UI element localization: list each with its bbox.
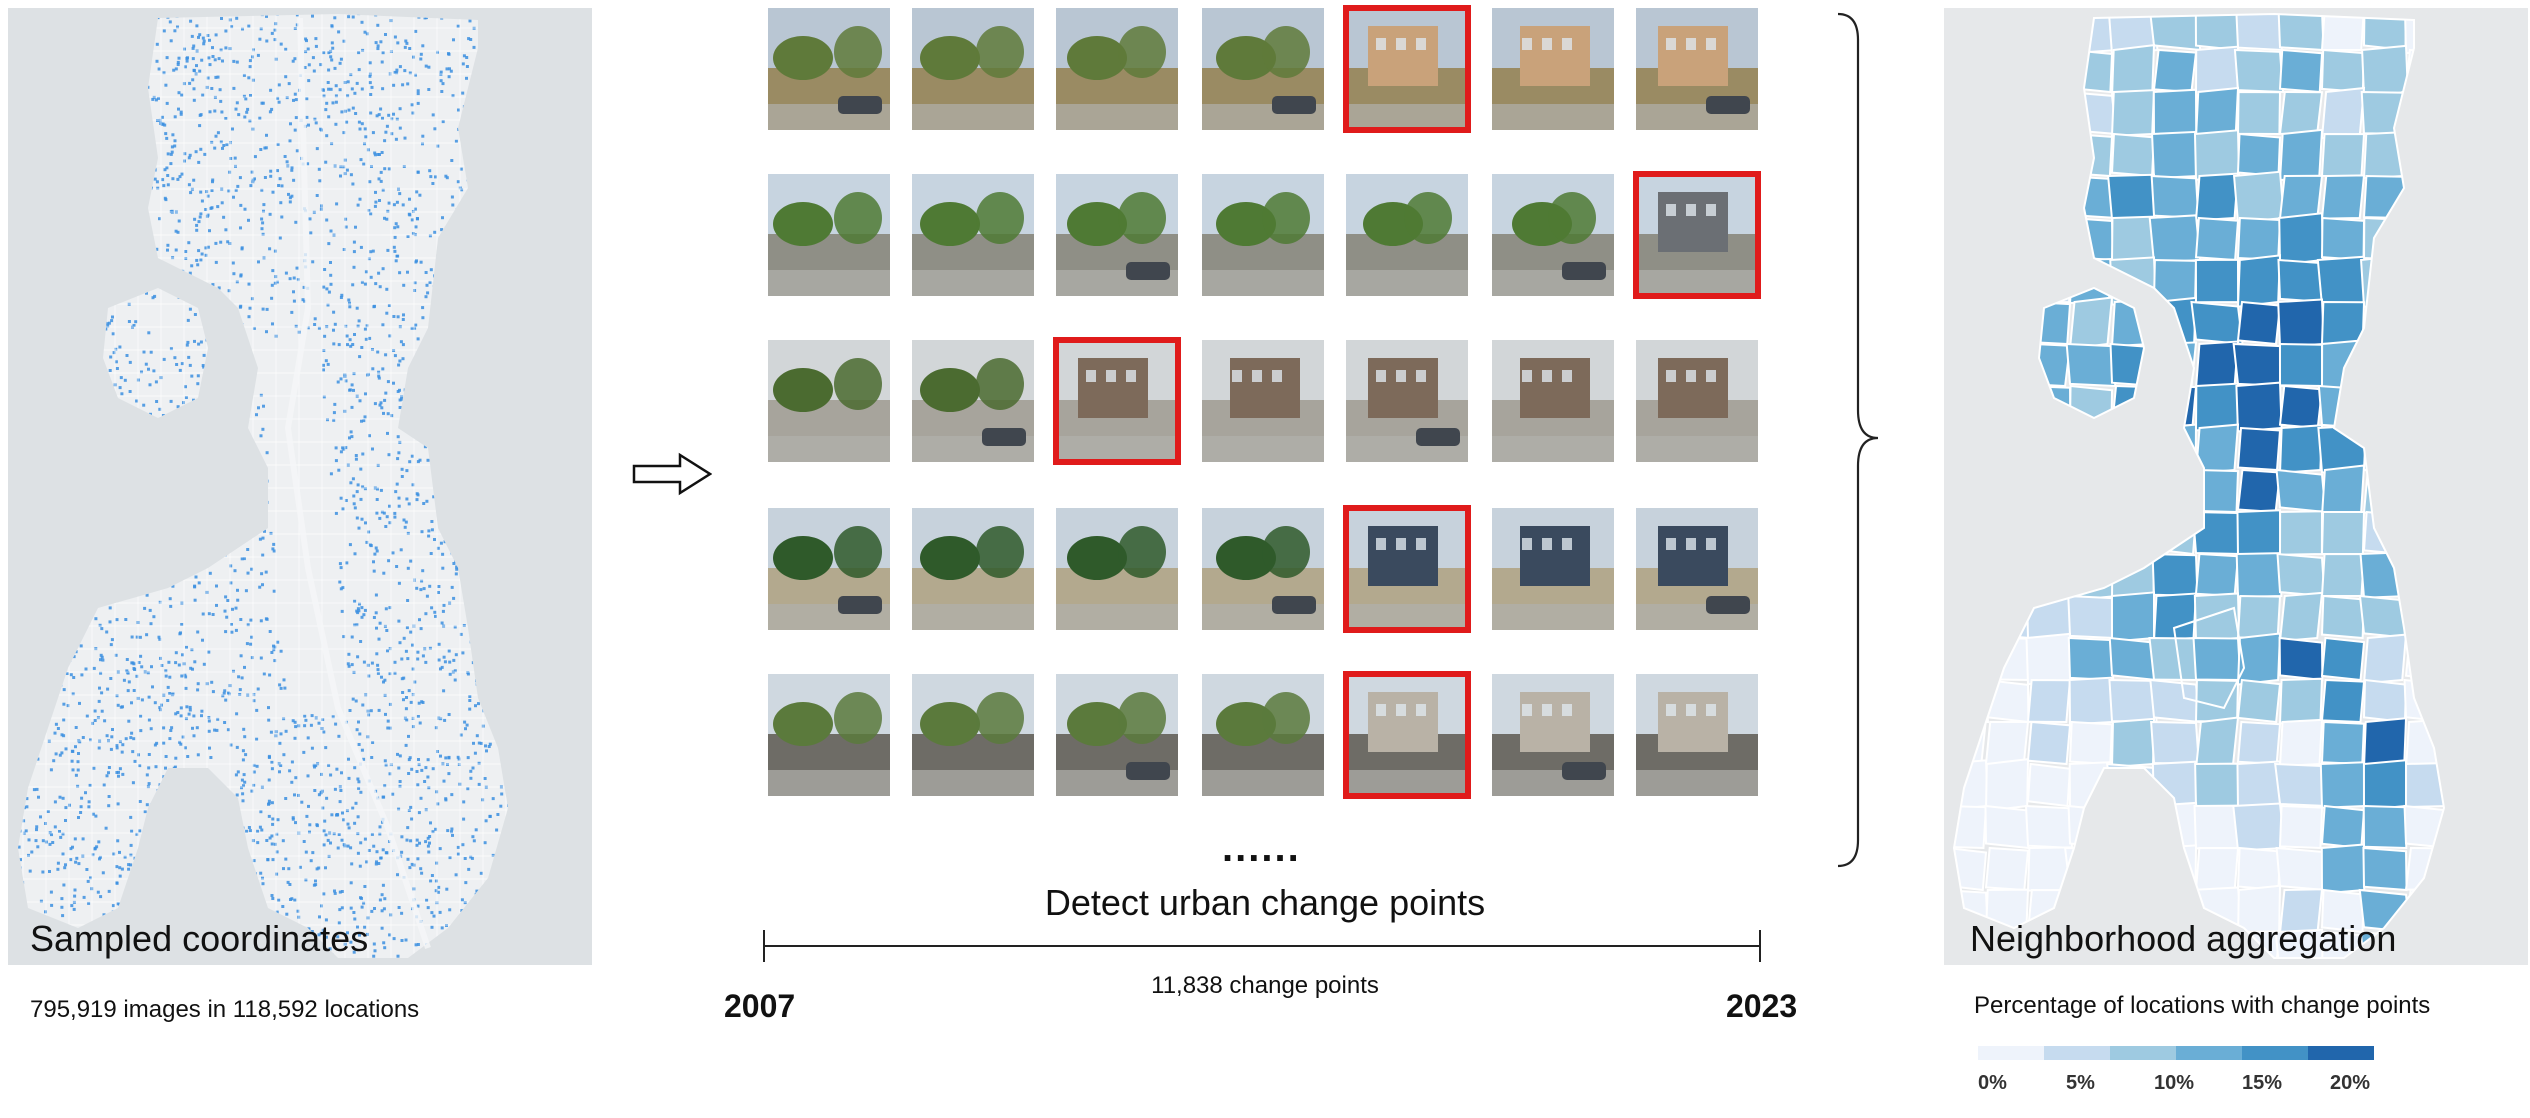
- legend-label: 10%: [2154, 1072, 2195, 1094]
- street-view-image: [1636, 340, 1758, 462]
- timeline-axis: [763, 930, 1761, 962]
- street-view-image: [1202, 8, 1324, 130]
- street-view-image: [1492, 674, 1614, 796]
- street-view-image: [1202, 174, 1324, 296]
- street-view-image: [768, 174, 890, 296]
- legend-title: Percentage of locations with change poin…: [1974, 992, 2431, 1019]
- neighborhood-aggregation-caption: Neighborhood aggregation: [1970, 918, 2397, 959]
- change-point-image: [1053, 337, 1181, 465]
- street-view-image: [912, 674, 1034, 796]
- street-view-image: [1202, 340, 1324, 462]
- street-view-image: [1346, 340, 1468, 462]
- detect-change-points-title: Detect urban change points: [1044, 882, 1486, 923]
- legend-swatch: [1978, 1046, 2044, 1060]
- street-view-image: [1202, 674, 1324, 796]
- street-view-image: [1636, 674, 1758, 796]
- legend-label: 20%: [2330, 1072, 2371, 1094]
- street-view-image: [768, 8, 890, 130]
- change-point-image: [1343, 671, 1471, 799]
- right-arrow-icon: [632, 452, 712, 496]
- color-legend: 0% 5% 10% 15% 20%: [1978, 1046, 2374, 1110]
- sampled-coordinates-caption: Sampled coordinates: [30, 918, 369, 959]
- street-view-image: [912, 508, 1034, 630]
- street-view-image: [768, 508, 890, 630]
- image-location-stats: 795,919 images in 118,592 locations: [30, 996, 420, 1023]
- change-point-image: [1343, 505, 1471, 633]
- street-view-image: [1056, 8, 1178, 130]
- legend-swatch: [2242, 1046, 2308, 1060]
- street-view-image: [1056, 174, 1178, 296]
- neighborhood-choropleth-graphic: [1944, 8, 2528, 965]
- legend-swatch: [2176, 1046, 2242, 1060]
- legend-label: 5%: [2066, 1072, 2095, 1094]
- street-view-image: [1492, 174, 1614, 296]
- street-view-image: [1492, 340, 1614, 462]
- street-view-image: [1202, 508, 1324, 630]
- street-view-image: [1346, 174, 1468, 296]
- change-point-count: 11,838 change points: [1151, 972, 1379, 999]
- sampled-coordinates-map: [8, 8, 592, 965]
- legend-label: 15%: [2242, 1072, 2283, 1094]
- street-view-image: [912, 174, 1034, 296]
- street-view-image: [768, 340, 890, 462]
- legend-label: 0%: [1978, 1072, 2007, 1094]
- neighborhood-choropleth-map: [1944, 8, 2528, 965]
- street-view-image: [912, 340, 1034, 462]
- timeline-start-year: 2007: [724, 988, 796, 1024]
- street-view-image: [912, 8, 1034, 130]
- grouping-brace: [1837, 12, 1879, 868]
- legend-swatch: [2308, 1046, 2374, 1060]
- sampled-coordinates-map-graphic: [8, 8, 592, 965]
- street-view-image: [1636, 8, 1758, 130]
- change-point-image: [1343, 5, 1471, 133]
- more-rows-ellipsis: ......: [1222, 826, 1301, 870]
- street-view-image: [1056, 674, 1178, 796]
- street-view-image: [1636, 508, 1758, 630]
- street-view-image: [1056, 508, 1178, 630]
- change-point-image: [1633, 171, 1761, 299]
- street-view-image: [1492, 8, 1614, 130]
- street-view-image: [1492, 508, 1614, 630]
- legend-swatch: [2044, 1046, 2110, 1060]
- timeline-end-year: 2023: [1726, 988, 1798, 1024]
- legend-swatch: [2110, 1046, 2176, 1060]
- street-view-image: [768, 674, 890, 796]
- street-view-image-grid: [760, 0, 1770, 810]
